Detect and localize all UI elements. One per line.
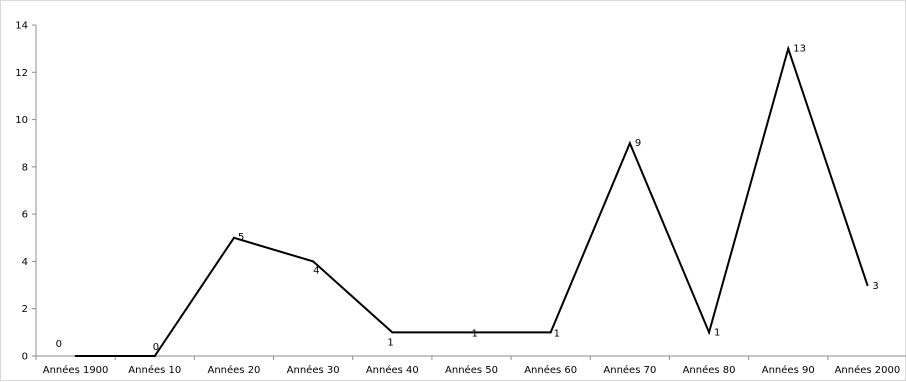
data-point — [787, 47, 790, 50]
x-tick-label: Années 2000 — [835, 364, 901, 376]
y-tick-label: 14 — [15, 21, 28, 32]
x-tick-label: Années 50 — [445, 364, 498, 376]
data-label: 9 — [635, 138, 641, 149]
x-tick-label: Années 40 — [366, 364, 419, 376]
y-tick-label: 10 — [15, 115, 28, 126]
x-tick-label: Années 30 — [287, 364, 340, 376]
series-line — [75, 45, 869, 357]
data-point — [74, 355, 77, 357]
y-tick-label: 2 — [22, 304, 28, 315]
data-point — [866, 284, 869, 287]
data-point — [470, 331, 473, 334]
x-tick-label: Années 1900 — [43, 364, 109, 376]
data-label: 1 — [387, 337, 393, 348]
data-label: 1 — [714, 327, 720, 338]
x-tick-label: Années 80 — [683, 364, 736, 376]
x-tick-label: Années 20 — [207, 364, 260, 376]
data-label: 3 — [872, 281, 878, 292]
data-label: 1 — [472, 328, 478, 339]
data-label: 5 — [238, 232, 244, 243]
data-label: 1 — [554, 328, 560, 339]
y-tick-label: 12 — [15, 68, 28, 79]
data-point — [232, 236, 235, 239]
y-tick-label: 4 — [22, 257, 28, 268]
data-label: 0 — [153, 342, 159, 353]
y-tick-label: 0 — [22, 352, 28, 363]
data-label: 0 — [56, 339, 62, 350]
data-label: 4 — [313, 265, 319, 276]
data-point — [391, 331, 394, 334]
x-tick-label: Années 60 — [524, 364, 577, 376]
x-tick-label: Années 70 — [603, 364, 656, 376]
data-point — [549, 331, 552, 334]
data-point — [312, 260, 315, 263]
data-point — [153, 355, 156, 357]
x-tick-label: Années 90 — [762, 364, 815, 376]
y-tick-label: 6 — [22, 210, 28, 221]
data-point — [628, 142, 631, 145]
data-point — [708, 331, 711, 334]
data-label: 13 — [793, 44, 806, 55]
y-tick-label: 8 — [22, 162, 28, 173]
x-tick-label: Années 10 — [128, 364, 181, 376]
